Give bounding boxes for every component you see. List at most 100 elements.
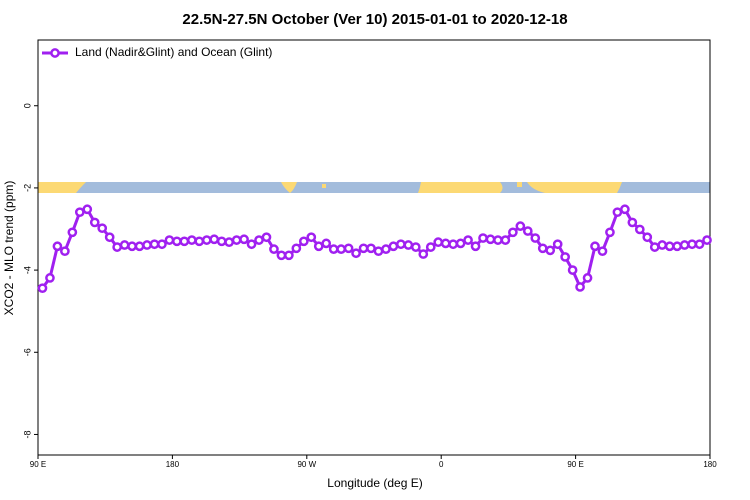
data-point xyxy=(254,235,264,245)
data-point xyxy=(508,227,518,238)
data-point xyxy=(388,241,399,252)
data-point xyxy=(74,207,85,218)
data-point xyxy=(67,227,78,238)
data-point xyxy=(575,282,585,292)
data-point xyxy=(560,252,570,262)
data-point xyxy=(269,244,279,254)
data-point xyxy=(642,232,653,243)
data-point xyxy=(186,235,197,245)
data-point xyxy=(396,239,406,250)
x-tick-label: 90 W xyxy=(297,460,316,469)
data-point xyxy=(373,246,384,257)
data-point xyxy=(627,217,638,228)
data-point xyxy=(545,245,556,256)
data-point xyxy=(284,250,294,261)
data-point xyxy=(425,242,436,252)
data-point xyxy=(306,232,317,243)
plot-frame xyxy=(37,39,711,456)
data-point xyxy=(403,240,414,250)
data-point xyxy=(149,239,160,250)
x-tick-label: 180 xyxy=(703,460,717,469)
data-point xyxy=(605,227,615,238)
data-point xyxy=(687,239,697,250)
y-tick-label: -6 xyxy=(22,348,32,356)
data-point xyxy=(485,234,496,245)
data-point xyxy=(52,241,63,252)
data-point xyxy=(209,234,220,245)
data-point xyxy=(440,238,451,249)
data-point xyxy=(410,242,421,252)
data-point xyxy=(112,242,122,252)
data-point xyxy=(313,241,324,252)
data-point xyxy=(366,243,376,254)
x-axis-label: Longitude (deg E) xyxy=(327,476,422,490)
data-point xyxy=(104,232,115,243)
data-point xyxy=(179,236,190,247)
data-point xyxy=(433,237,444,248)
data-point xyxy=(224,237,234,248)
data-point xyxy=(89,217,100,228)
data-point xyxy=(37,283,48,294)
data-point xyxy=(418,249,429,259)
data-point xyxy=(194,236,205,247)
data-point xyxy=(298,236,309,247)
data-point xyxy=(261,232,272,243)
data-point xyxy=(702,235,712,245)
data-point xyxy=(60,246,70,257)
x-tick-label: 0 xyxy=(439,460,444,469)
data-point xyxy=(679,240,690,250)
data-point xyxy=(649,242,660,252)
data-point xyxy=(351,248,361,259)
data-point xyxy=(157,239,167,250)
data-point xyxy=(552,239,563,250)
data-point xyxy=(657,240,668,250)
data-point xyxy=(537,243,548,254)
data-point xyxy=(515,221,526,231)
data-point xyxy=(672,241,682,252)
data-point xyxy=(82,204,93,215)
data-point xyxy=(142,240,152,250)
data-point xyxy=(567,265,578,275)
data-point xyxy=(522,226,533,236)
y-tick-label: -2 xyxy=(22,184,32,192)
data-point xyxy=(664,241,675,252)
data-point xyxy=(127,241,137,252)
data-point xyxy=(470,241,481,252)
data-point xyxy=(358,243,369,254)
data-point xyxy=(478,233,488,243)
data-point xyxy=(343,243,354,254)
y-tick-label: 0 xyxy=(22,103,32,108)
data-point xyxy=(321,238,332,249)
data-point xyxy=(119,240,130,250)
data-point xyxy=(530,233,541,243)
legend-marker xyxy=(50,48,60,58)
data-point xyxy=(276,250,287,261)
data-point xyxy=(216,236,227,247)
data-point xyxy=(612,207,623,218)
x-tick-label: 180 xyxy=(166,460,180,469)
data-point xyxy=(246,239,257,250)
data-point xyxy=(590,241,600,252)
data-point xyxy=(500,235,511,245)
data-point xyxy=(455,238,466,249)
y-tick-label: -4 xyxy=(22,266,32,274)
data-point xyxy=(134,241,145,252)
data-point xyxy=(164,235,175,245)
data-point xyxy=(381,244,391,254)
data-point xyxy=(694,239,705,250)
data-point xyxy=(463,235,473,245)
data-point xyxy=(493,235,503,245)
data-point xyxy=(172,236,182,247)
data-point xyxy=(582,273,593,283)
data-point xyxy=(291,243,302,254)
data-point xyxy=(634,224,645,235)
data-point xyxy=(45,273,55,283)
data-point xyxy=(231,235,242,245)
x-tick-label: 90 E xyxy=(567,460,583,469)
data-point xyxy=(620,204,630,215)
data-point xyxy=(328,244,339,254)
chart-title: 22.5N-27.5N October (Ver 10) 2015-01-01 … xyxy=(182,11,567,28)
map-strip xyxy=(38,182,710,193)
data-point xyxy=(597,246,608,257)
